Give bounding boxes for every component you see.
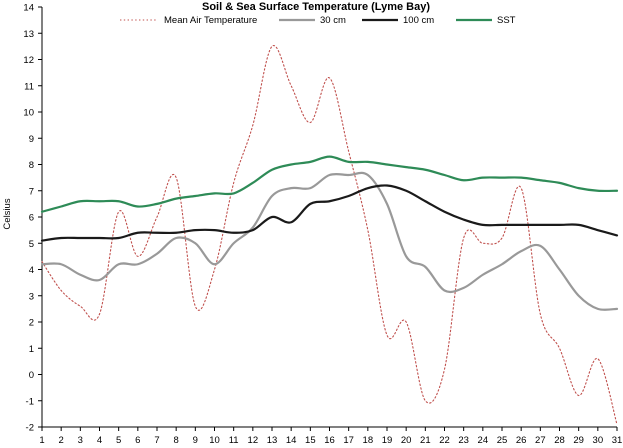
series-line-100-cm xyxy=(40,184,619,242)
x-tick-label: 28 xyxy=(554,435,565,446)
y-tick-label: 12 xyxy=(23,55,34,66)
y-tick-label: 1 xyxy=(29,344,34,355)
series-line-sst xyxy=(40,155,619,213)
chart-title: Soil & Sea Surface Temperature (Lyme Bay… xyxy=(202,1,430,13)
x-tick-label: 20 xyxy=(401,435,412,446)
x-tick-label: 9 xyxy=(193,435,198,446)
x-tick-label: 13 xyxy=(267,435,278,446)
x-tick-label: 17 xyxy=(343,435,354,446)
x-tick-label: 3 xyxy=(78,435,83,446)
x-tick-label: 24 xyxy=(478,435,489,446)
x-tick-label: 19 xyxy=(382,435,393,446)
x-tick-label: 8 xyxy=(174,435,179,446)
legend: Mean Air Temperature 30 cm 100 cm SST xyxy=(120,15,516,26)
x-tick-label: 11 xyxy=(229,435,239,446)
x-tick-label: 5 xyxy=(116,435,121,446)
x-tick-label: 25 xyxy=(497,435,508,446)
x-tick-label: 27 xyxy=(535,435,546,446)
x-tick-label: 14 xyxy=(286,435,297,446)
x-tick-label: 10 xyxy=(209,435,220,446)
y-tick-label: 5 xyxy=(29,239,34,250)
y-tick-label: 9 xyxy=(29,134,34,145)
x-tick-label: 21 xyxy=(420,435,431,446)
legend-label-sst: SST xyxy=(497,15,516,26)
x-tick-label: 12 xyxy=(248,435,259,446)
y-tick-label: 3 xyxy=(29,291,34,302)
y-tick-label: -2 xyxy=(26,423,34,434)
x-tick-label: 18 xyxy=(363,435,374,446)
y-tick-label: 6 xyxy=(29,213,34,224)
x-tick-label: 7 xyxy=(154,435,159,446)
y-axis-label: Celsius xyxy=(2,198,13,229)
y-tick-label: 13 xyxy=(23,29,34,40)
y-tick-label: 14 xyxy=(23,3,34,14)
x-tick-label: 2 xyxy=(59,435,64,446)
x-tick-label: 22 xyxy=(439,435,450,446)
y-tick-label: -1 xyxy=(26,396,34,407)
x-tick-label: 29 xyxy=(573,435,584,446)
series-line-mean-air-temperature xyxy=(41,45,618,425)
legend-label-30-cm: 30 cm xyxy=(320,15,346,26)
y-tick-label: 0 xyxy=(29,370,34,381)
y-tick-label: 8 xyxy=(29,160,34,171)
series-line-30-cm xyxy=(40,171,619,311)
x-tick-label: 1 xyxy=(39,435,44,446)
y-tick-label: 7 xyxy=(29,186,34,197)
x-tick-label: 16 xyxy=(324,435,335,446)
legend-label-100-cm: 100 cm xyxy=(403,15,434,26)
x-tick-label: 31 xyxy=(612,435,623,446)
x-tick-label: 15 xyxy=(305,435,316,446)
x-tick-label: 23 xyxy=(458,435,469,446)
x-tick-label: 6 xyxy=(135,435,140,446)
y-tick-label: 10 xyxy=(23,108,34,119)
x-tick-label: 30 xyxy=(593,435,604,446)
y-tick-label: 11 xyxy=(24,81,34,92)
y-tick-label: 4 xyxy=(29,265,34,276)
legend-label-mean-air-temperature: Mean Air Temperature xyxy=(164,15,257,26)
x-tick-label: 26 xyxy=(516,435,527,446)
y-tick-label: 2 xyxy=(29,318,34,329)
x-tick-label: 4 xyxy=(97,435,102,446)
